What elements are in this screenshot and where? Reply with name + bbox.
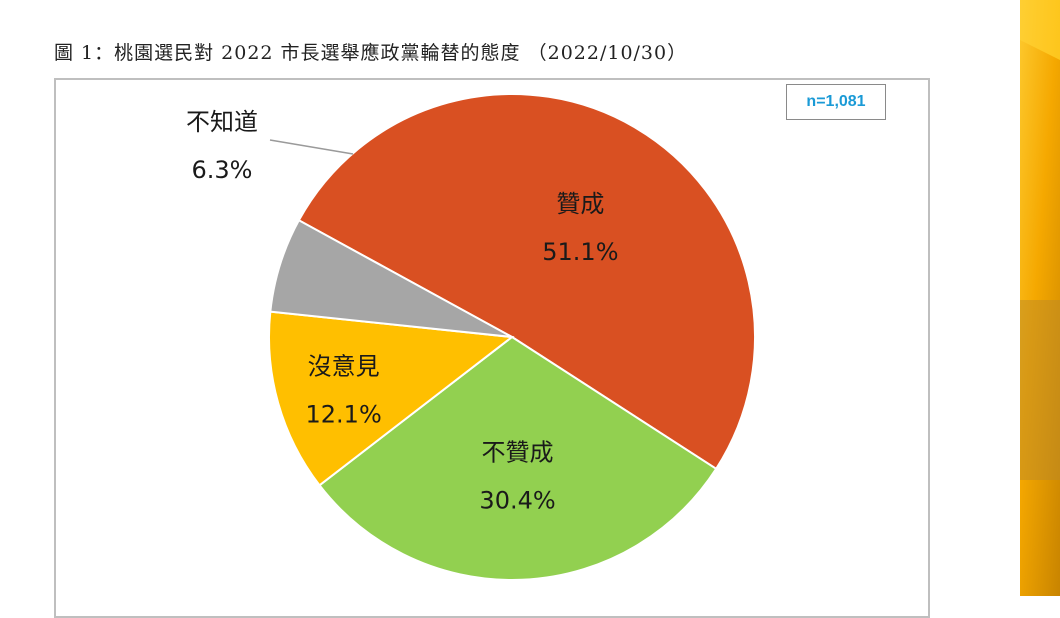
pie-slice-agree (297, 93, 756, 471)
sample-size-badge: n=1,081 (786, 84, 886, 120)
slice-label-no-opinion: 沒意見 (308, 353, 380, 381)
pie-slice-dont-know (269, 218, 513, 338)
slice-value-no-opinion: 12.1% (306, 401, 382, 429)
pie-slice-disagree (318, 335, 718, 581)
slice-label-disagree: 不贊成 (482, 439, 554, 467)
slice-value-disagree: 30.4% (479, 487, 555, 515)
leader-line-不知道 (269, 139, 354, 155)
slice-label-dont-know: 不知道 (186, 108, 258, 136)
slice-value-agree: 51.1% (542, 238, 618, 266)
slice-value-dont-know: 6.3% (192, 156, 253, 184)
pie-slice-no-opinion (268, 310, 515, 487)
slice-label-agree: 贊成 (556, 190, 604, 218)
pie-chart: 贊成 51.1% 不贊成 30.4% 沒意見 12.1% 不知道 6.3% (186, 93, 756, 581)
figure-caption: 圖 1：桃園選民對 2022 市長選舉應政黨輪替的態度 （2022/10/30） (54, 42, 688, 64)
